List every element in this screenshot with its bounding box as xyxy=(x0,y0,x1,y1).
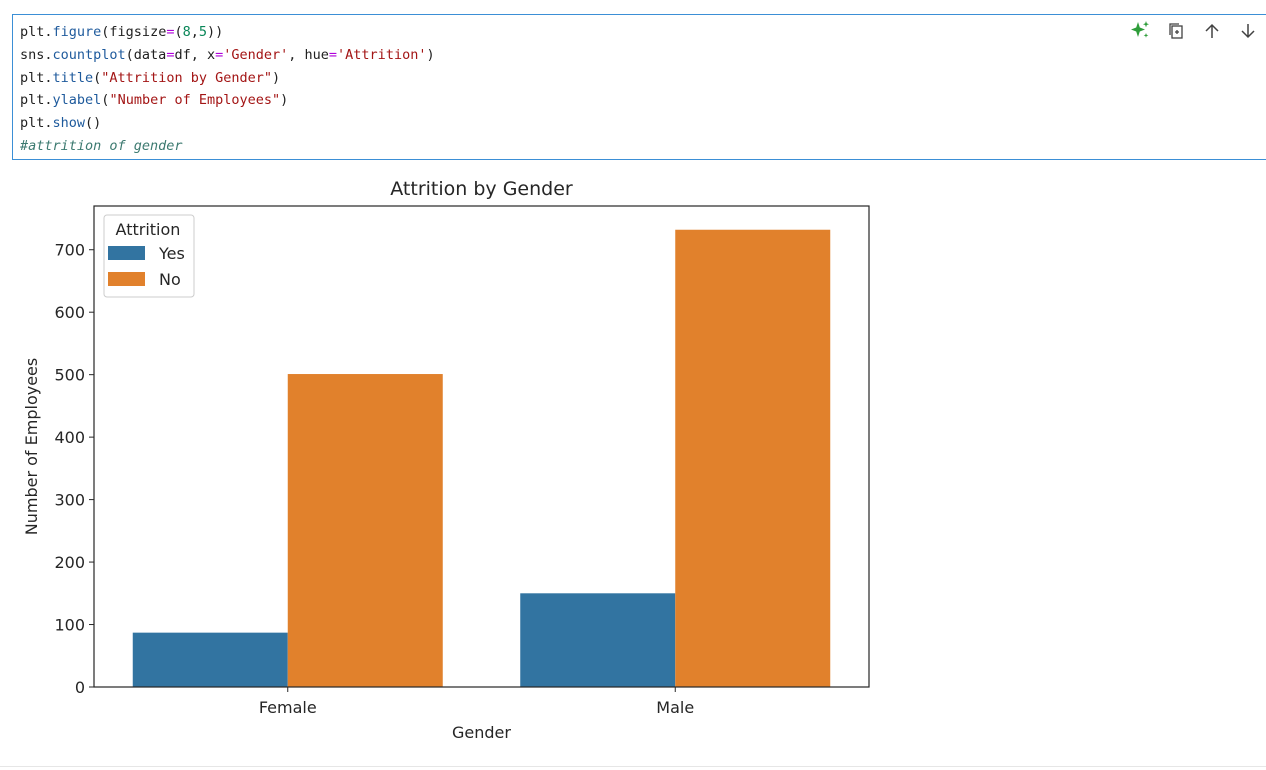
y-tick-label: 100 xyxy=(54,616,85,635)
code-token: (figsize xyxy=(101,24,167,40)
y-tick-label: 200 xyxy=(54,553,85,572)
legend-label: No xyxy=(159,270,181,289)
code-token: figure xyxy=(52,24,102,40)
code-token: plt. xyxy=(20,69,53,86)
code-line: plt.ylabel("Number of Employees") xyxy=(20,89,435,112)
code-token: plt. xyxy=(20,92,53,109)
arrow-down-icon xyxy=(1241,24,1255,39)
cell-divider xyxy=(0,766,1266,767)
x-axis-label: Gender xyxy=(452,723,511,742)
code-token: ylabel xyxy=(52,92,102,109)
bar-yes-male xyxy=(520,593,676,687)
y-tick-label: 300 xyxy=(54,491,85,510)
code-line: #attrition of gender xyxy=(20,135,435,158)
code-token: = xyxy=(215,46,224,63)
y-tick-label: 400 xyxy=(54,428,85,447)
code-token: ) xyxy=(280,92,289,109)
code-token: show xyxy=(52,115,86,132)
code-token: countplot xyxy=(52,46,126,63)
code-token: = xyxy=(328,46,338,63)
code-token: "Number of Employees" xyxy=(109,92,281,109)
legend-title: Attrition xyxy=(116,220,181,239)
y-tick-label: 700 xyxy=(54,241,85,260)
cell-toolbar xyxy=(1122,18,1266,44)
code-token: plt. xyxy=(20,115,53,132)
code-token: ( xyxy=(101,92,110,109)
y-tick-label: 0 xyxy=(75,678,85,697)
code-token: , xyxy=(190,24,199,40)
code-token: = xyxy=(166,46,175,63)
code-line: plt.figure(figsize=(8,5)) xyxy=(20,21,435,44)
code-token: 'Attrition' xyxy=(337,46,427,63)
code-token: "Attrition by Gender" xyxy=(101,69,272,86)
code-line: sns.countplot(data=df, x='Gender', hue='… xyxy=(20,44,435,67)
code-token: 8 xyxy=(182,24,191,40)
cell-gutter-marker xyxy=(0,22,4,32)
bar-yes-female xyxy=(132,632,288,687)
code-line: plt.show() xyxy=(20,112,435,135)
y-tick-label: 600 xyxy=(54,303,85,322)
code-token: df, x xyxy=(174,46,216,63)
ai-assist-button[interactable] xyxy=(1122,18,1158,44)
cell-output: 0 100 200 300 400 500 600 700 Female Male Attritio… xyxy=(0,160,1266,770)
x-tick-label: Male xyxy=(656,698,694,717)
move-cell-up-button[interactable] xyxy=(1194,18,1230,44)
bar-no-male xyxy=(675,229,831,687)
code-token: , hue xyxy=(288,46,329,63)
code-token: = xyxy=(166,24,175,40)
code-token: 5 xyxy=(198,24,208,40)
legend-label: Yes xyxy=(158,244,185,263)
y-tick-label: 500 xyxy=(54,366,85,385)
sparkle-ai-icon xyxy=(1131,21,1149,38)
code-token: ) xyxy=(271,69,281,86)
legend-swatch-no xyxy=(108,272,145,286)
code-token: #attrition of gender xyxy=(20,137,183,154)
code-token: ( xyxy=(93,69,102,86)
code-token: title xyxy=(52,69,94,86)
code-token: 'Gender' xyxy=(223,46,289,63)
code-token: ( xyxy=(174,24,183,40)
code-token: (data xyxy=(125,46,167,63)
copy-cell-button[interactable] xyxy=(1158,18,1194,44)
plot-frame xyxy=(93,205,870,688)
legend-swatch-yes xyxy=(108,246,145,260)
code-editor[interactable]: plt.figure(figsize=(8,5)) sns.countplot(d… xyxy=(20,21,435,158)
y-axis-label: Number of Employees xyxy=(22,358,41,535)
code-line: plt.title("Attrition by Gender") xyxy=(20,67,435,90)
code-token: plt. xyxy=(20,24,53,40)
chart-title: Attrition by Gender xyxy=(390,178,573,200)
code-cell[interactable]: plt.figure(figsize=(8,5)) sns.countplot(d… xyxy=(12,14,1266,160)
code-token: sns. xyxy=(20,46,53,63)
arrow-up-icon xyxy=(1205,23,1219,38)
x-tick-label: Female xyxy=(259,698,317,717)
code-token: () xyxy=(85,115,102,132)
copy-icon xyxy=(1169,23,1183,39)
move-cell-down-button[interactable] xyxy=(1230,18,1266,44)
code-token: )) xyxy=(207,24,224,40)
code-token: ) xyxy=(426,46,435,63)
bar-no-female xyxy=(287,374,443,687)
attrition-countplot: 0 100 200 300 400 500 600 700 Female Male Attritio… xyxy=(22,178,870,742)
